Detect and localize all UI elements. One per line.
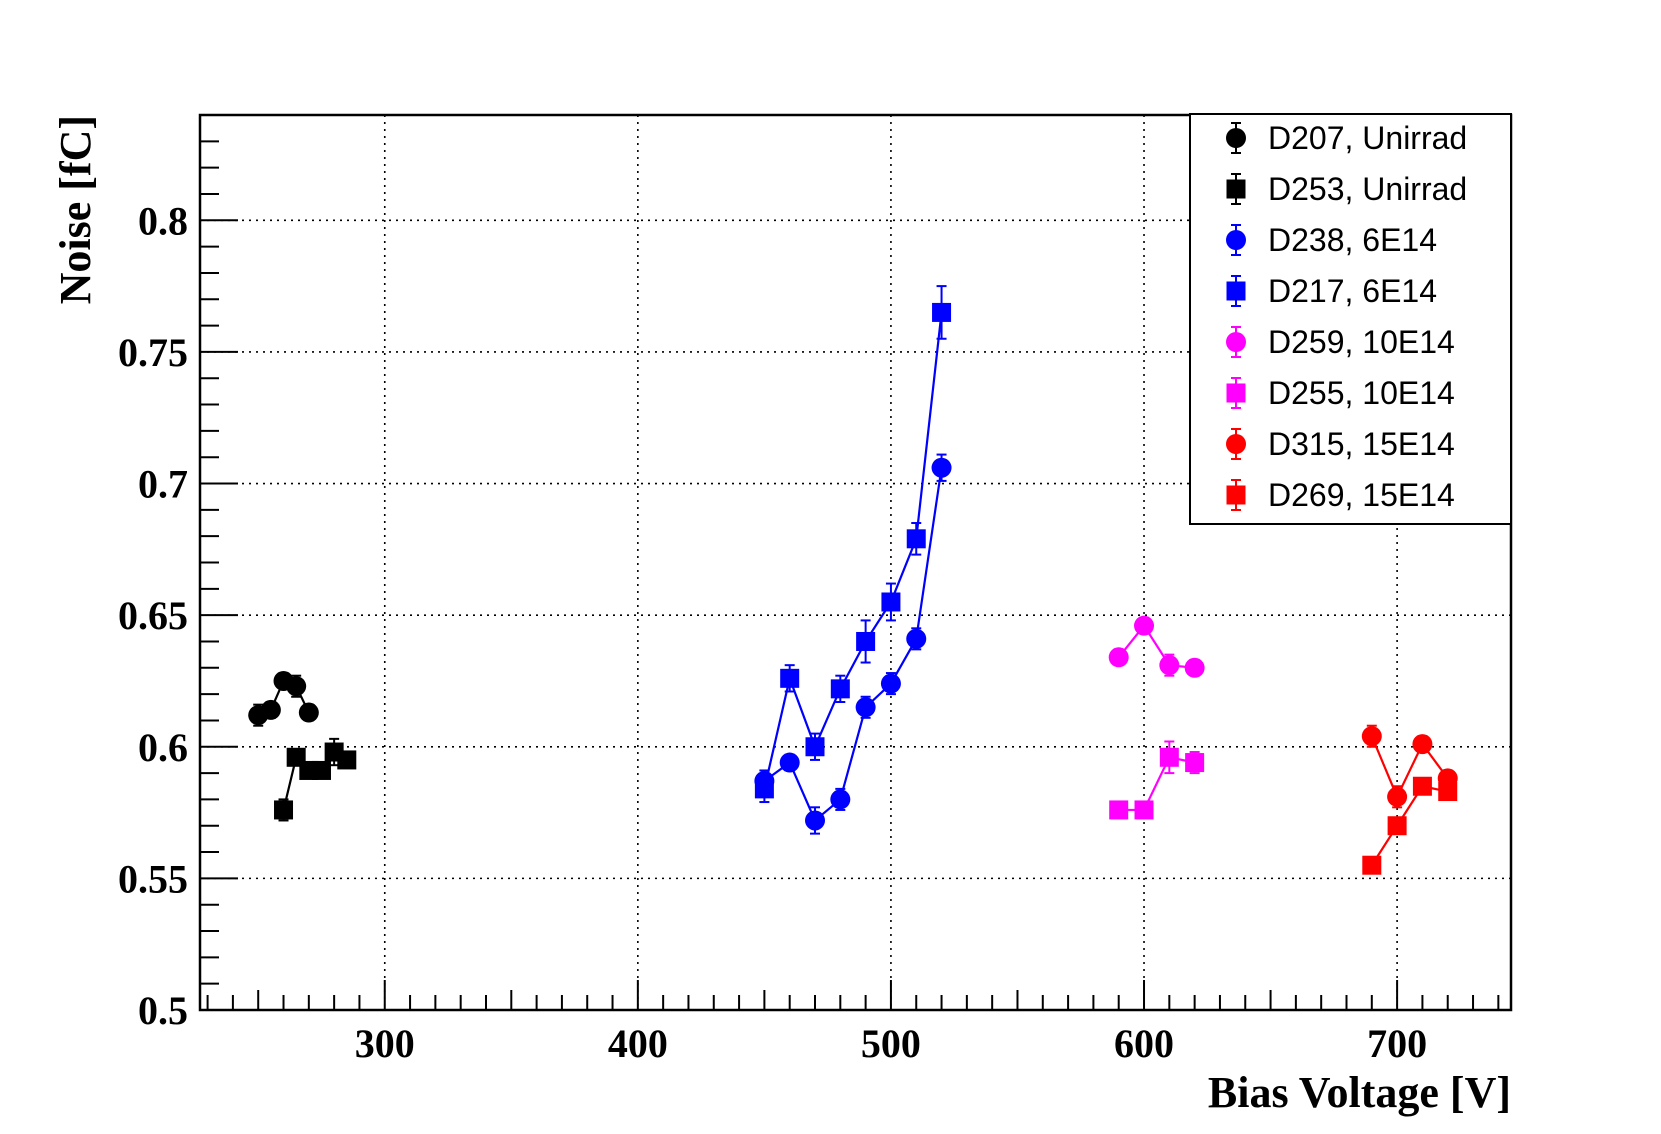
y-axis-title: Noise [fC] bbox=[51, 115, 100, 304]
legend-marker bbox=[1226, 179, 1246, 199]
data-point bbox=[1387, 816, 1407, 836]
x-tick-label: 400 bbox=[608, 1021, 668, 1066]
data-point bbox=[1387, 786, 1408, 807]
data-point bbox=[1159, 747, 1179, 767]
series-line bbox=[1117, 623, 1195, 669]
legend-marker bbox=[1226, 128, 1246, 148]
data-point bbox=[881, 592, 901, 612]
y-tick-label: 0.75 bbox=[118, 330, 188, 375]
legend-label: D259, 10E14 bbox=[1268, 324, 1455, 360]
legend-item: D255, 10E14 bbox=[1226, 375, 1455, 411]
series-line bbox=[763, 312, 943, 790]
data-point bbox=[1438, 782, 1458, 802]
legend-item: D315, 15E14 bbox=[1226, 426, 1455, 462]
legend-marker bbox=[1226, 230, 1246, 250]
data-point bbox=[830, 789, 851, 810]
legend-marker bbox=[1226, 485, 1246, 505]
series-line bbox=[1370, 785, 1448, 866]
data-point bbox=[1184, 657, 1205, 678]
x-tick-label: 500 bbox=[861, 1021, 921, 1066]
data-point bbox=[1134, 615, 1155, 636]
legend-label: D217, 6E14 bbox=[1268, 273, 1437, 309]
legend: D207, Unirrad D253, Unirrad D238, 6E14 D217… bbox=[1189, 113, 1512, 525]
data-point bbox=[298, 702, 319, 723]
y-tick-label: 0.65 bbox=[118, 593, 188, 638]
series-3 bbox=[754, 285, 952, 804]
plot-frame bbox=[198, 113, 1513, 1012]
data-point bbox=[856, 631, 876, 651]
data-point bbox=[932, 302, 952, 322]
data-point bbox=[906, 529, 926, 549]
data-point bbox=[274, 800, 294, 820]
data-point bbox=[931, 457, 952, 478]
data-point bbox=[805, 810, 826, 831]
data-point bbox=[286, 676, 307, 697]
x-tick-label: 600 bbox=[1114, 1021, 1174, 1066]
y-tick-label: 0.8 bbox=[138, 198, 188, 243]
y-tick-label: 0.7 bbox=[138, 462, 188, 507]
data-point bbox=[260, 699, 281, 720]
data-point bbox=[1134, 800, 1154, 820]
y-tick-label: 0.6 bbox=[138, 725, 188, 770]
data-point bbox=[1412, 776, 1432, 796]
data-point bbox=[1412, 734, 1433, 755]
x-tick-label: 300 bbox=[355, 1021, 415, 1066]
data-point bbox=[1362, 855, 1382, 875]
series-line bbox=[1118, 756, 1195, 812]
legend-marker bbox=[1226, 383, 1246, 403]
y-tick-labels: 0.5 0.55 0.6 0.65 0.7 0.75 0.8 bbox=[118, 198, 188, 1033]
legend-label: D253, Unirrad bbox=[1268, 171, 1467, 207]
series-1 bbox=[274, 737, 357, 822]
data-point bbox=[779, 752, 800, 773]
series-7 bbox=[1362, 776, 1458, 875]
legend-item: D217, 6E14 bbox=[1226, 273, 1437, 309]
data-point bbox=[855, 697, 876, 718]
legend-label: D207, Unirrad bbox=[1268, 120, 1467, 156]
x-tick-label: 700 bbox=[1367, 1021, 1427, 1066]
legend-item: D207, Unirrad bbox=[1226, 120, 1467, 156]
data-point bbox=[311, 760, 331, 780]
data-point bbox=[1109, 800, 1129, 820]
data-point bbox=[1159, 655, 1180, 676]
data-point bbox=[830, 679, 850, 699]
data-point bbox=[780, 668, 800, 688]
data-point bbox=[754, 779, 774, 799]
legend-label: D255, 10E14 bbox=[1268, 375, 1455, 411]
series-5 bbox=[1109, 740, 1205, 820]
data-point bbox=[906, 628, 927, 649]
x-axis-title: Bias Voltage [V] bbox=[1208, 1068, 1511, 1117]
legend-marker bbox=[1226, 332, 1246, 352]
y-tick-label: 0.55 bbox=[118, 856, 188, 901]
legend-label: D269, 15E14 bbox=[1268, 477, 1455, 513]
series-4 bbox=[1108, 615, 1205, 678]
data-point bbox=[1361, 726, 1382, 747]
legend-marker bbox=[1226, 281, 1246, 301]
data-point bbox=[880, 673, 901, 694]
data-series bbox=[248, 285, 1458, 875]
legend-label: D238, 6E14 bbox=[1268, 222, 1437, 258]
legend-item: D259, 10E14 bbox=[1226, 324, 1455, 360]
series-0 bbox=[248, 670, 319, 727]
data-point bbox=[337, 750, 357, 770]
legend-item: D269, 15E14 bbox=[1226, 477, 1455, 513]
x-tick-labels: 300 400 500 600 700 bbox=[355, 1021, 1427, 1066]
y-tick-label: 0.5 bbox=[138, 988, 188, 1033]
axis-ticks bbox=[200, 114, 1500, 1011]
legend-label: D315, 15E14 bbox=[1268, 426, 1455, 462]
legend-marker bbox=[1226, 434, 1246, 454]
legend-item: D238, 6E14 bbox=[1226, 222, 1437, 258]
series-line bbox=[1370, 735, 1449, 800]
data-point bbox=[805, 737, 825, 757]
legend-item: D253, Unirrad bbox=[1226, 171, 1467, 207]
data-point bbox=[1185, 753, 1205, 773]
data-point bbox=[1108, 647, 1129, 668]
